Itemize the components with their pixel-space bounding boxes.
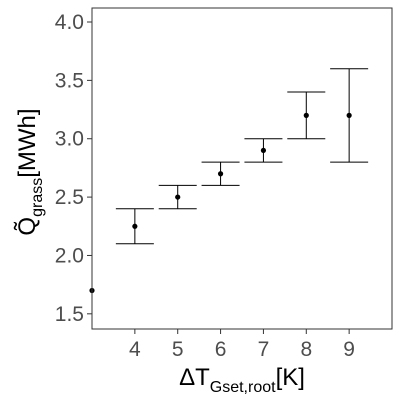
x-tick-label: 8 [300, 338, 312, 361]
data-point [260, 147, 267, 154]
y-tick-label: 4.0 [55, 11, 84, 34]
y-tick-label: 2.0 [55, 244, 84, 267]
y-tick-label: 1.5 [55, 303, 84, 326]
x-axis-ticks: 4 5 6 7 8 9 [129, 329, 355, 361]
data-point [346, 112, 352, 118]
data-point [303, 112, 309, 118]
plot-panel-border [91, 7, 393, 330]
y-tick-label: 3.0 [55, 128, 84, 151]
y-axis-label-subscript: grass [29, 178, 46, 217]
y-tick-label: 3.5 [55, 69, 84, 92]
data-point [175, 194, 181, 200]
x-axis-label-subscript: Gset,root [210, 379, 276, 396]
y-axis-label-prefix: Q̃ [14, 217, 41, 236]
errorbar-layer [115, 68, 369, 245]
y-tick-label: 2.5 [55, 186, 84, 209]
y-axis-label: Q̃grass[MWh] [14, 108, 46, 235]
x-tick-label: 9 [343, 338, 355, 361]
x-tick-label: 4 [129, 338, 141, 361]
x-tick-label: 5 [172, 338, 184, 361]
data-point [132, 223, 138, 229]
x-axis-label-unit: [K] [276, 364, 305, 391]
x-axis-label: ΔTGset,root[K] [179, 364, 305, 396]
data-point [217, 171, 224, 177]
y-axis-ticks: 1.5 2.0 2.5 3.0 3.5 4.0 [55, 11, 92, 326]
x-axis-label-prefix: ΔT [179, 364, 210, 391]
x-tick-label: 6 [215, 338, 227, 361]
x-tick-label: 7 [258, 338, 270, 361]
point-layer [89, 112, 352, 294]
y-axis-label-unit: [MWh] [14, 108, 41, 177]
